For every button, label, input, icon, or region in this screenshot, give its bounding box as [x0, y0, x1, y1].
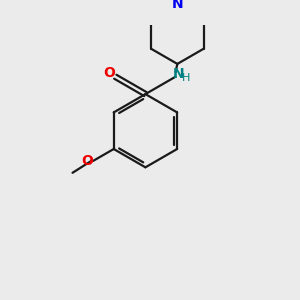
Text: N: N	[172, 0, 183, 11]
Text: N: N	[172, 67, 184, 81]
Text: H: H	[182, 73, 191, 82]
Text: O: O	[103, 66, 115, 80]
Text: O: O	[82, 154, 94, 168]
